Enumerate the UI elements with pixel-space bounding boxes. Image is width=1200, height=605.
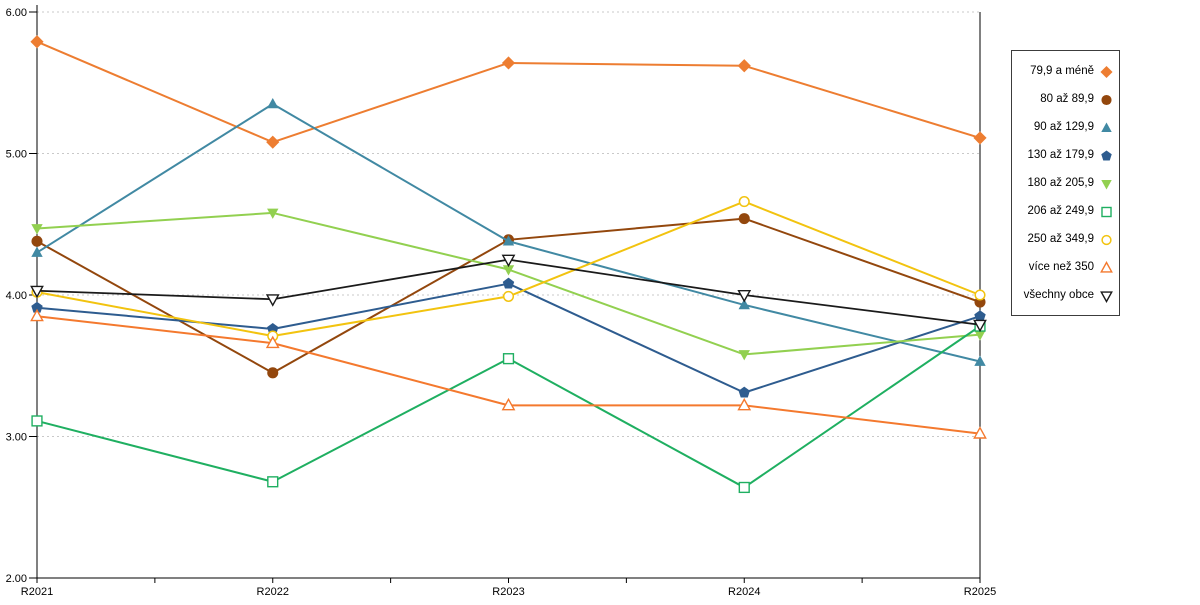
triangle-up-open-marker xyxy=(30,308,44,322)
legend-item-4: 130 až 179,9 xyxy=(1014,141,1114,169)
circle-marker xyxy=(738,213,750,225)
square-open-marker xyxy=(738,481,750,494)
legend-label: více než 350 xyxy=(1028,261,1094,273)
x-category-label: R2023 xyxy=(492,586,524,598)
diamond-marker xyxy=(266,135,280,149)
legend-marker xyxy=(1101,122,1112,132)
diamond-marker xyxy=(1100,65,1113,78)
triangle-up-marker xyxy=(1101,122,1112,132)
series-5 xyxy=(31,208,986,361)
triangle-down-open-marker xyxy=(265,294,280,307)
legend-label: 180 až 205,9 xyxy=(1027,177,1094,189)
triangle-up-open-marker xyxy=(1100,260,1113,273)
triangle-down-marker xyxy=(31,224,43,235)
triangle-down-open-marker xyxy=(737,289,752,303)
legend-item-8: více než 350 xyxy=(1014,253,1114,281)
triangle-down-open-marker xyxy=(30,285,44,299)
diamond-marker xyxy=(737,59,751,73)
legend-item-5: 180 až 205,9 xyxy=(1014,169,1114,197)
pentagon-marker xyxy=(267,322,279,334)
circle-marker xyxy=(1101,94,1112,105)
legend-item-1: 79,9 a méně xyxy=(1014,57,1114,85)
y-tick-label: 6.00 xyxy=(6,7,27,19)
legend-label: 250 až 349,9 xyxy=(1027,233,1094,245)
legend-marker xyxy=(1101,94,1112,105)
legend-marker xyxy=(1101,206,1112,217)
pentagon-marker xyxy=(31,301,43,313)
legend-item-6: 206 až 249,9 xyxy=(1014,197,1114,225)
legend-label: 80 až 89,9 xyxy=(1040,93,1094,105)
legend-marker xyxy=(1101,234,1112,245)
triangle-up-marker xyxy=(31,246,43,257)
series-7 xyxy=(31,196,986,342)
triangle-up-open-marker xyxy=(737,397,752,411)
diamond-marker xyxy=(501,56,516,70)
pentagon-marker xyxy=(502,277,515,289)
pentagon-marker xyxy=(974,310,986,322)
triangle-down-marker xyxy=(974,330,986,341)
square-open-marker xyxy=(31,415,43,427)
legend: 79,9 a méně 80 až 89,9 90 až 129,9 130 až 1… xyxy=(1011,50,1120,316)
x-category-label: R2024 xyxy=(728,586,760,598)
circle-open-marker xyxy=(502,290,515,302)
circle-marker xyxy=(267,367,279,379)
legend-item-7: 250 až 349,9 xyxy=(1014,225,1114,253)
triangle-up-open-marker xyxy=(265,335,280,349)
legend-marker xyxy=(1101,150,1112,160)
legend-item-2: 80 až 89,9 xyxy=(1014,85,1114,113)
y-tick-label: 5.00 xyxy=(6,149,27,161)
triangle-up-marker xyxy=(738,298,750,310)
diamond-marker xyxy=(973,131,987,145)
square-open-marker xyxy=(1101,206,1112,217)
circle-open-marker xyxy=(1101,234,1112,245)
triangle-down-marker xyxy=(1101,179,1112,189)
triangle-up-open-marker xyxy=(973,426,987,439)
legend-item-9: všechny obce xyxy=(1014,281,1114,309)
square-open-marker xyxy=(267,476,279,488)
triangle-down-marker xyxy=(502,265,515,276)
square-open-marker xyxy=(502,353,515,365)
pentagon-marker xyxy=(1101,150,1112,160)
series-line xyxy=(36,102,981,363)
legend-label: 206 až 249,9 xyxy=(1027,205,1094,217)
triangle-down-open-marker xyxy=(973,319,987,333)
series-line xyxy=(36,315,981,435)
x-category-label: R2022 xyxy=(257,586,289,598)
legend-marker xyxy=(1100,65,1113,78)
circle-marker xyxy=(31,235,43,247)
legend-label: všechny obce xyxy=(1023,289,1094,301)
x-category-label: R2025 xyxy=(964,586,996,598)
series-9 xyxy=(30,254,987,333)
y-tick-label: 3.00 xyxy=(6,432,27,444)
circle-open-marker xyxy=(974,289,986,301)
triangle-down-open-marker xyxy=(1100,290,1113,303)
legend-marker xyxy=(1100,260,1113,273)
diamond-marker xyxy=(30,35,44,49)
triangle-up-marker xyxy=(267,97,279,109)
circle-open-marker xyxy=(738,196,750,208)
legend-item-3: 90 až 129,9 xyxy=(1014,113,1114,141)
legend-marker xyxy=(1101,179,1112,189)
triangle-down-open-marker xyxy=(501,254,516,268)
triangle-up-marker xyxy=(974,355,986,366)
series-8 xyxy=(30,308,987,439)
series-3 xyxy=(31,97,986,366)
pentagon-marker xyxy=(738,386,750,398)
legend-marker xyxy=(1100,290,1113,303)
y-tick-label: 2.00 xyxy=(6,573,27,585)
triangle-up-marker xyxy=(502,235,515,246)
legend-label: 79,9 a méně xyxy=(1030,65,1094,77)
legend-label: 130 až 179,9 xyxy=(1027,149,1094,161)
x-category-label: R2021 xyxy=(21,586,53,598)
triangle-down-marker xyxy=(738,350,750,361)
triangle-down-marker xyxy=(267,208,279,219)
legend-label: 90 až 129,9 xyxy=(1033,121,1094,133)
y-tick-label: 4.00 xyxy=(6,290,27,302)
series-1 xyxy=(30,35,987,149)
triangle-up-open-marker xyxy=(501,397,516,411)
